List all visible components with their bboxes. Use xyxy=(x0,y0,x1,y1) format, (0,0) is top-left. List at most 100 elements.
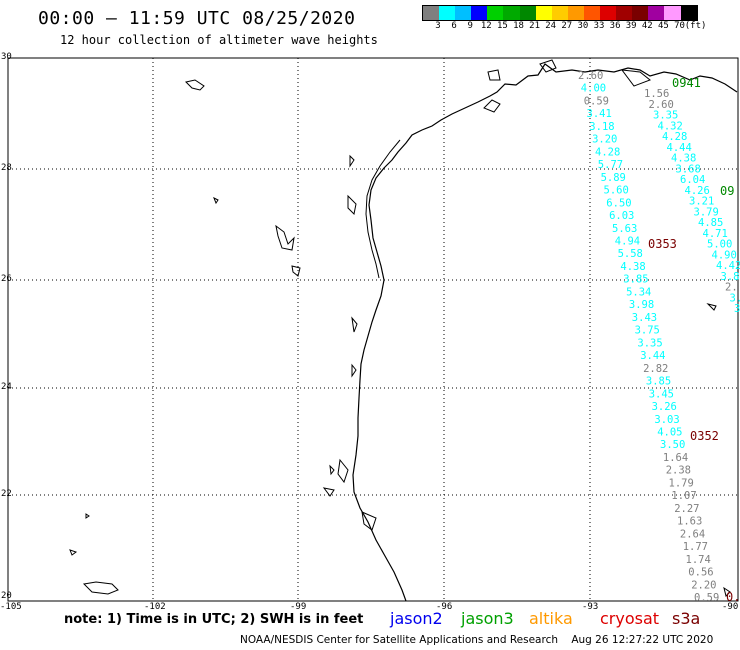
scale-swatch xyxy=(455,6,472,20)
scale-swatch xyxy=(664,6,681,20)
scale-swatch xyxy=(535,6,552,20)
scale-label: 24 xyxy=(545,21,557,31)
altimeter-track-a: 2.604.000.593.413.183.204.285.775.895.60… xyxy=(578,70,719,604)
wave-height-value: 3.8 xyxy=(721,271,740,283)
lat-label: 24 xyxy=(1,382,12,392)
scale-swatch xyxy=(600,6,617,20)
wave-height-value: 2. xyxy=(725,282,738,294)
wave-height-value: 6.50 xyxy=(606,197,631,209)
note-text: note: 1) Time is in UTC; 2) SWH is in fe… xyxy=(64,612,364,627)
satellite-legend-cryosat: cryosat xyxy=(600,609,660,628)
wave-height-value: 5.63 xyxy=(612,223,637,235)
wave-height-value: 4.42 xyxy=(716,260,740,272)
pass-label: 0. xyxy=(726,590,740,604)
wave-height-value: 3.43 xyxy=(632,312,657,324)
scale-label: 70 xyxy=(674,21,685,31)
inland-features xyxy=(69,59,731,597)
pass-label: 0941 xyxy=(672,76,701,90)
scale-swatch xyxy=(519,6,536,20)
color-scale xyxy=(422,5,698,21)
scale-swatch xyxy=(471,6,488,20)
satellite-legend-jason3: jason3 xyxy=(461,609,514,628)
wave-height-value: 0.59 xyxy=(584,96,609,108)
pass-labels: 0941 09 0353 0352 0. xyxy=(648,76,740,604)
wave-height-value: 3.75 xyxy=(635,325,660,337)
wave-height-value: 3.98 xyxy=(629,299,654,311)
wave-height-value: 2.60 xyxy=(578,70,603,82)
lon-label: -99 xyxy=(290,602,307,612)
wave-height-value: 3.85 xyxy=(623,274,648,286)
lon-label: -102 xyxy=(144,602,166,612)
wave-height-value: 3.20 xyxy=(592,134,617,146)
scale-swatch xyxy=(503,6,520,20)
scale-label: 12 xyxy=(480,21,492,31)
scale-label: 33 xyxy=(593,21,605,31)
lon-label: -90 xyxy=(722,602,739,612)
lat-label: 26 xyxy=(1,274,12,284)
wave-height-value: 4.32 xyxy=(658,120,683,132)
lat-label: 28 xyxy=(1,163,12,173)
wave-height-value: 3.85 xyxy=(646,376,671,388)
footer-credit: NOAA/NESDIS Center for Satellite Applica… xyxy=(240,634,714,646)
scale-swatch xyxy=(423,6,440,20)
wave-height-value: 2.82 xyxy=(643,363,668,375)
altimeter-track-b: 1.562.603.354.324.284.444.383.686.044.26… xyxy=(644,88,740,315)
pass-label: 09 xyxy=(720,184,734,198)
lat-label: 22 xyxy=(1,489,12,499)
barrier-island xyxy=(365,139,401,279)
wave-height-value: 2.20 xyxy=(691,579,716,591)
scale-swatch xyxy=(583,6,601,20)
wave-height-value: 3. xyxy=(730,292,740,304)
wave-height-value: 2.38 xyxy=(666,465,691,477)
scale-label: 27 xyxy=(561,21,573,31)
wave-height-value: 4.38 xyxy=(671,153,696,165)
graticule xyxy=(8,58,738,601)
wave-height-value: 3 xyxy=(734,303,740,315)
wave-height-value: 3.18 xyxy=(589,121,614,133)
wave-height-value: 5.58 xyxy=(618,248,643,260)
wave-height-value: 3.50 xyxy=(660,439,685,451)
satellite-legend-jason2: jason2 xyxy=(390,609,443,628)
wave-height-value: 5.34 xyxy=(626,286,651,298)
wave-height-value: 1.79 xyxy=(669,477,694,489)
wave-height-value: 3.44 xyxy=(640,350,665,362)
wave-height-value: 3.45 xyxy=(649,388,674,400)
scale-label: 30 xyxy=(577,21,589,31)
scale-label: 39 xyxy=(625,21,637,31)
wave-height-value: 3.68 xyxy=(676,163,701,175)
map-subtitle: 12 hour collection of altimeter wave hei… xyxy=(60,33,378,47)
lat-label: 30 xyxy=(1,52,12,62)
wave-height-value: 3.79 xyxy=(694,206,719,218)
satellite-legend-altika: altika xyxy=(529,609,573,628)
wave-height-value: 1.07 xyxy=(671,490,696,502)
wave-height-value: 6.04 xyxy=(680,174,705,186)
wave-height-value: 4.71 xyxy=(703,228,728,240)
scale-swatch xyxy=(616,6,633,20)
wave-height-value: 6.03 xyxy=(609,210,634,222)
wave-height-value: 4.44 xyxy=(667,142,692,154)
scale-swatch xyxy=(567,6,584,20)
scale-swatch xyxy=(680,6,697,20)
wave-height-value: 1.63 xyxy=(677,516,702,528)
wave-height-value: 4.90 xyxy=(712,249,737,261)
wave-height-value: 4.38 xyxy=(620,261,645,273)
scale-label: 6 xyxy=(451,21,457,31)
wave-height-value: 3.21 xyxy=(689,196,714,208)
gulf-coastline xyxy=(352,63,738,602)
scale-swatch xyxy=(632,6,649,20)
lon-label: -96 xyxy=(436,602,453,612)
scale-swatch xyxy=(439,6,456,20)
wave-height-value: 1.74 xyxy=(686,554,711,566)
wave-height-value: 4.85 xyxy=(698,217,723,229)
scale-swatch xyxy=(648,6,665,20)
scale-label: 21 xyxy=(529,21,541,31)
wave-height-value: 4.00 xyxy=(581,83,606,95)
wave-height-value: 3.35 xyxy=(653,110,678,122)
wave-height-value: 4.94 xyxy=(615,236,640,248)
scale-swatch xyxy=(551,6,568,20)
wave-height-value: 0.56 xyxy=(688,567,713,579)
lon-label: -105 xyxy=(0,602,22,612)
lon-label: -93 xyxy=(582,602,599,612)
wave-height-value: 5.60 xyxy=(604,185,629,197)
